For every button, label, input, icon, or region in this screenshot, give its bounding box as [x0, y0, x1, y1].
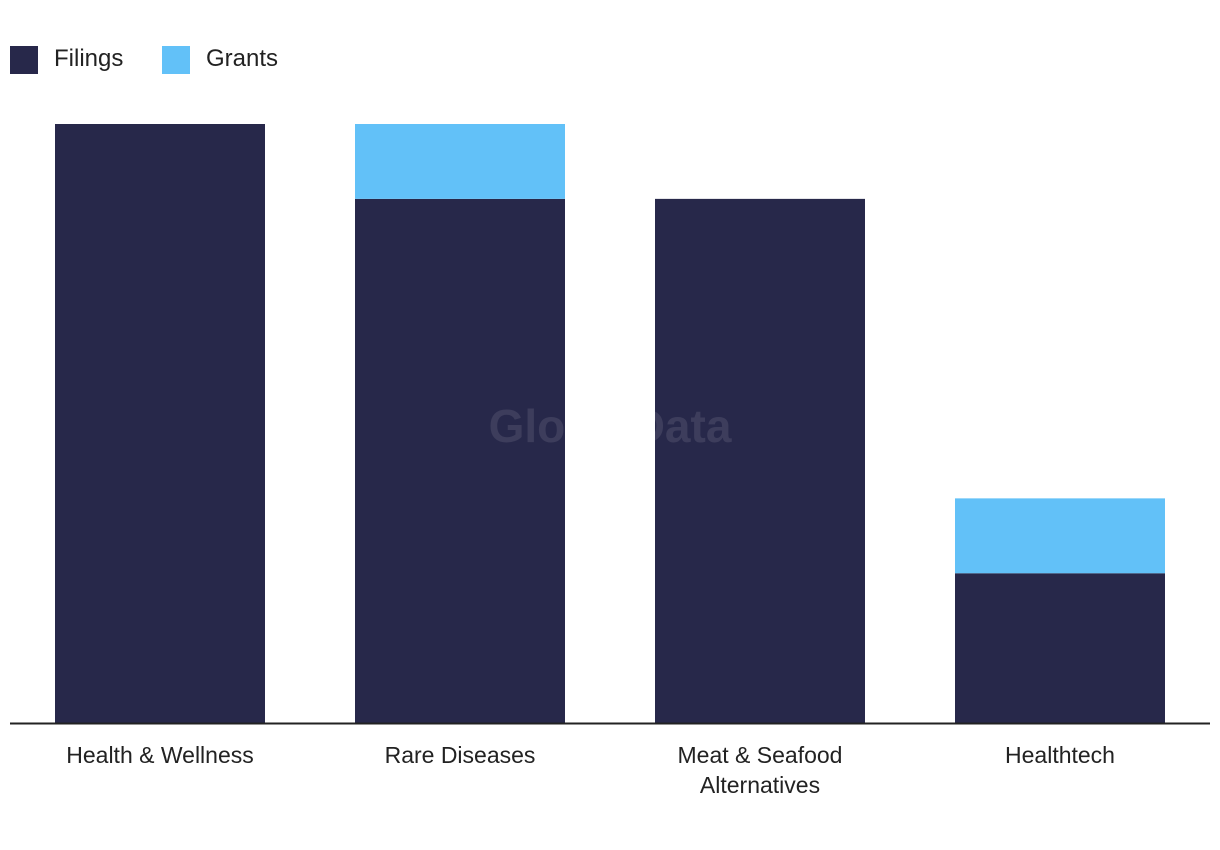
- bar-grants-rare-diseases: [355, 124, 565, 199]
- x-tick-label-healthtech: Healthtech: [1005, 742, 1115, 768]
- watermark-text: GlobalData: [489, 400, 732, 452]
- bars: [55, 124, 1165, 723]
- x-tick-label-rare-diseases: Rare Diseases: [385, 742, 536, 768]
- legend-swatch-grants: [162, 46, 190, 74]
- legend-label-grants: Grants: [206, 45, 278, 72]
- bar-filings-healthtech: [955, 573, 1165, 723]
- bar-filings-rare-diseases: [355, 198, 565, 723]
- x-tick-label-meat-and-seafood-alternatives: Meat & Seafood Alternatives: [678, 742, 843, 798]
- legend-swatch-filings: [10, 46, 38, 74]
- x-tick-label-health-and-wellness: Health & Wellness: [66, 742, 254, 768]
- legend: Filings Grants: [10, 45, 278, 74]
- bar-filings-meat-and-seafood-alternatives: [655, 198, 865, 723]
- x-tick-labels: Health & Wellness Rare Diseases Meat & Sea…: [66, 742, 1115, 798]
- legend-label-filings: Filings: [54, 45, 123, 72]
- bar-grants-healthtech: [955, 498, 1165, 574]
- bar-filings-health-and-wellness: [55, 124, 265, 723]
